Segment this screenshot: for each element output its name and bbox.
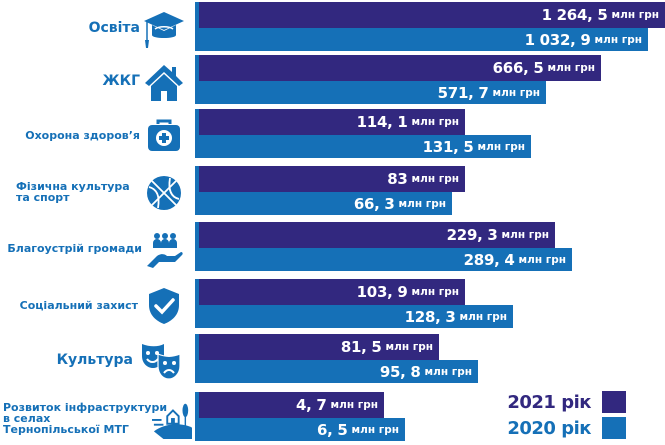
legend-label-2021: 2021 рік — [507, 392, 591, 413]
house-icon — [145, 65, 183, 101]
bar-group-culture: Культура 81, 5 млн грн 95, 8 млн грн — [0, 334, 665, 386]
bar-2020: 66, 3 млн грн — [195, 192, 452, 215]
village-landscape-icon — [152, 403, 192, 439]
bar-2021: 81, 5 млн грн — [199, 334, 439, 360]
shield-check-icon — [149, 288, 179, 324]
bar-2020: 289, 4 млн грн — [195, 248, 572, 271]
theater-masks-icon — [142, 344, 181, 380]
bar-group-social: Соціальний захист 103, 9 млн грн 128, 3 мл… — [0, 279, 665, 331]
bar-2021: 103, 9 млн грн — [199, 279, 465, 305]
graduation-cap-icon — [144, 12, 184, 48]
bar-2020: 128, 3 млн грн — [195, 305, 513, 328]
bar-group-infrastructure: Розвиток інфраструктури в селах Тернопіл… — [0, 392, 665, 444]
bar-2021: 4, 7 млн грн — [199, 392, 384, 418]
category-label: Розвиток інфраструктури в селах Тернопіл… — [3, 400, 168, 436]
bar-2021: 1 264, 5 млн грн — [199, 2, 665, 28]
bar-group-improvement: Благоустрій громади 229, 3 млн грн 289, 4… — [0, 222, 665, 274]
category-label: Соціальний захист — [19, 298, 138, 312]
legend-label-2020: 2020 рік — [507, 418, 591, 439]
bar-frame — [195, 334, 199, 383]
bar-frame — [195, 392, 199, 441]
bar-frame — [195, 109, 199, 158]
bar-group-osvita: Освіта 1 264, 5 млн грн 1 032, 9 млн грн — [0, 2, 665, 54]
bar-2021: 666, 5 млн грн — [199, 55, 601, 81]
bar-frame — [195, 2, 199, 51]
legend-swatch-2020 — [602, 417, 626, 439]
first-aid-kit-icon — [148, 119, 180, 151]
category-label: ЖКГ — [102, 73, 140, 89]
bar-frame — [195, 222, 199, 271]
bar-group-zhkg: ЖКГ 666, 5 млн грн 571, 7 млн грн — [0, 55, 665, 107]
bar-2020: 1 032, 9 млн грн — [195, 28, 648, 51]
category-label: Фізична культура та спорт — [16, 180, 130, 204]
bar-2020: 571, 7 млн грн — [195, 81, 546, 104]
bar-frame — [195, 166, 199, 215]
bar-2021: 114, 1 млн грн — [199, 109, 465, 135]
bar-2020: 95, 8 млн грн — [195, 360, 478, 383]
bar-2021: 83 млн грн — [199, 166, 465, 192]
bar-frame — [195, 279, 199, 328]
bar-2020: 131, 5 млн грн — [195, 135, 531, 158]
category-label: Благоустрій громади — [7, 241, 142, 255]
bar-2020: 6, 5 млн грн — [195, 418, 405, 441]
bar-2021: 229, 3 млн грн — [199, 222, 555, 248]
bar-group-health: Охорона здоров’я 114, 1 млн грн 131, 5 млн… — [0, 109, 665, 161]
bar-frame — [195, 55, 199, 104]
bar-group-sport: Фізична культура та спорт 83 млн грн 66, … — [0, 166, 665, 218]
community-hand-icon — [147, 233, 183, 268]
category-label: Освіта — [88, 20, 140, 36]
legend-swatch-2021 — [602, 391, 626, 413]
category-label: Охорона здоров’я — [25, 128, 140, 142]
basketball-icon — [147, 176, 181, 210]
category-label: Культура — [56, 352, 133, 368]
